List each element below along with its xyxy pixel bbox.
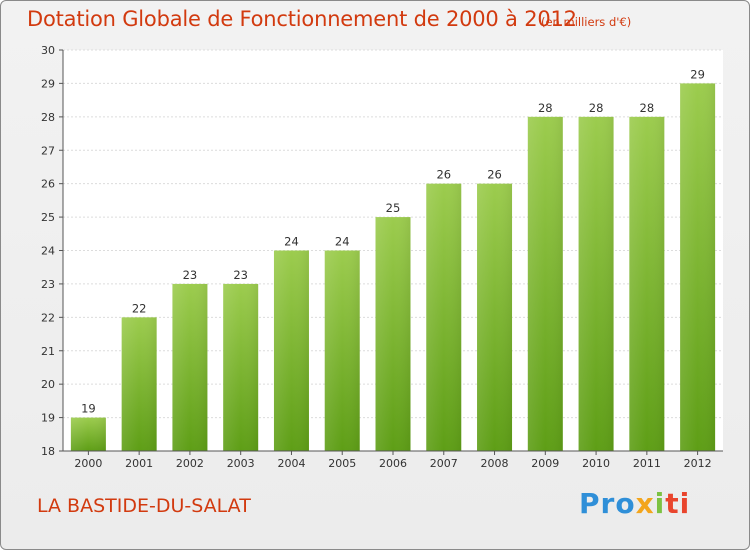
y-tick-label: 30 (41, 44, 55, 57)
bar-shine-2001 (121, 317, 157, 451)
bar-shine-2005 (324, 250, 360, 451)
axis-layer: 18 19 20 21 22 23 24 25 26 27 28 29 30 2000 2001 2002 20… (41, 44, 723, 470)
y-tick-label: 29 (41, 77, 55, 90)
bar-shine-2008 (477, 183, 513, 451)
bar-shine-2011 (629, 116, 665, 451)
proxiti-logo: Proxiti (579, 487, 690, 520)
brand-part-4: ti (665, 487, 691, 520)
bar-shine-2003 (223, 283, 259, 451)
value-label-2001: 22 (132, 301, 147, 315)
value-label-2000: 19 (81, 402, 96, 416)
x-tick-label-2000: 2000 (74, 457, 102, 470)
chart-subtitle: (en milliers d'€) (541, 15, 632, 29)
value-label-2009: 28 (538, 101, 553, 115)
y-tick-label: 25 (41, 211, 55, 224)
y-tick-label: 19 (41, 412, 55, 425)
bar-shine-2009 (527, 116, 563, 451)
value-label-2008: 26 (487, 168, 502, 182)
value-label-2011: 28 (640, 101, 655, 115)
x-tick-label-2007: 2007 (430, 457, 458, 470)
bar-shine-2012 (680, 83, 716, 452)
y-tick-label: 26 (41, 178, 55, 191)
brand-part-1: Pro (579, 487, 636, 520)
value-label-2007: 26 (436, 168, 451, 182)
bar-shine-2007 (426, 183, 462, 451)
x-tick-label-2012: 2012 (684, 457, 712, 470)
value-label-2005: 24 (335, 235, 350, 249)
commune-name: LA BASTIDE-DU-SALAT (37, 495, 251, 517)
x-tick-label-2009: 2009 (531, 457, 559, 470)
y-tick-label: 22 (41, 311, 55, 324)
brand-part-3: i (654, 487, 666, 520)
y-tick-label: 27 (41, 144, 55, 157)
x-tick-label-2002: 2002 (176, 457, 204, 470)
brand-part-2: x (635, 487, 655, 520)
y-tick-label: 28 (41, 111, 55, 124)
x-tick-label-2006: 2006 (379, 457, 407, 470)
bar-shine-2004 (273, 250, 309, 451)
x-tick-label-2011: 2011 (633, 457, 661, 470)
value-label-2012: 29 (690, 67, 705, 81)
y-tick-label: 23 (41, 278, 55, 291)
bar-shine-2000 (70, 417, 106, 451)
bar-shine-2006 (375, 217, 411, 451)
y-tick-label: 24 (41, 245, 55, 258)
x-tick-label-2001: 2001 (125, 457, 153, 470)
x-tick-label-2010: 2010 (582, 457, 610, 470)
value-label-2006: 25 (386, 201, 401, 215)
x-tick-label-2004: 2004 (277, 457, 305, 470)
y-tick-label: 18 (41, 445, 55, 458)
y-tick-label: 20 (41, 378, 55, 391)
bar-shine-2002 (172, 283, 208, 451)
value-label-2002: 23 (183, 268, 198, 282)
bar-shine-2010 (578, 116, 614, 451)
value-label-2004: 24 (284, 235, 299, 249)
y-tick-label: 21 (41, 345, 55, 358)
value-label-2003: 23 (233, 268, 248, 282)
chart-title: Dotation Globale de Fonctionnement de 20… (27, 7, 577, 31)
x-tick-label-2008: 2008 (481, 457, 509, 470)
value-label-2010: 28 (589, 101, 604, 115)
x-tick-label-2003: 2003 (227, 457, 255, 470)
bar-layer: 19 22 23 23 24 24 25 26 26 28 28 28 29 (70, 67, 716, 452)
x-tick-label-2005: 2005 (328, 457, 356, 470)
